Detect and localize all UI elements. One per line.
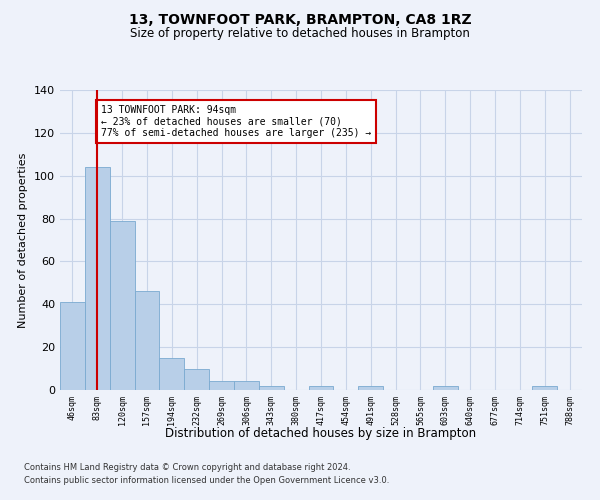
Bar	[160, 358, 184, 390]
Text: Distribution of detached houses by size in Brampton: Distribution of detached houses by size …	[166, 428, 476, 440]
Bar	[358, 386, 383, 390]
Y-axis label: Number of detached properties: Number of detached properties	[19, 152, 28, 328]
Bar	[60, 302, 85, 390]
Text: Contains HM Land Registry data © Crown copyright and database right 2024.: Contains HM Land Registry data © Crown c…	[24, 464, 350, 472]
Bar	[134, 292, 160, 390]
Text: Size of property relative to detached houses in Brampton: Size of property relative to detached ho…	[130, 28, 470, 40]
Bar	[184, 368, 209, 390]
Bar	[234, 382, 259, 390]
Bar	[532, 386, 557, 390]
Bar	[259, 386, 284, 390]
Bar	[308, 386, 334, 390]
Bar	[85, 167, 110, 390]
Text: Contains public sector information licensed under the Open Government Licence v3: Contains public sector information licen…	[24, 476, 389, 485]
Bar	[209, 382, 234, 390]
Text: 13, TOWNFOOT PARK, BRAMPTON, CA8 1RZ: 13, TOWNFOOT PARK, BRAMPTON, CA8 1RZ	[128, 12, 472, 26]
Bar	[433, 386, 458, 390]
Bar	[110, 220, 134, 390]
Text: 13 TOWNFOOT PARK: 94sqm
← 23% of detached houses are smaller (70)
77% of semi-de: 13 TOWNFOOT PARK: 94sqm ← 23% of detache…	[101, 105, 371, 138]
